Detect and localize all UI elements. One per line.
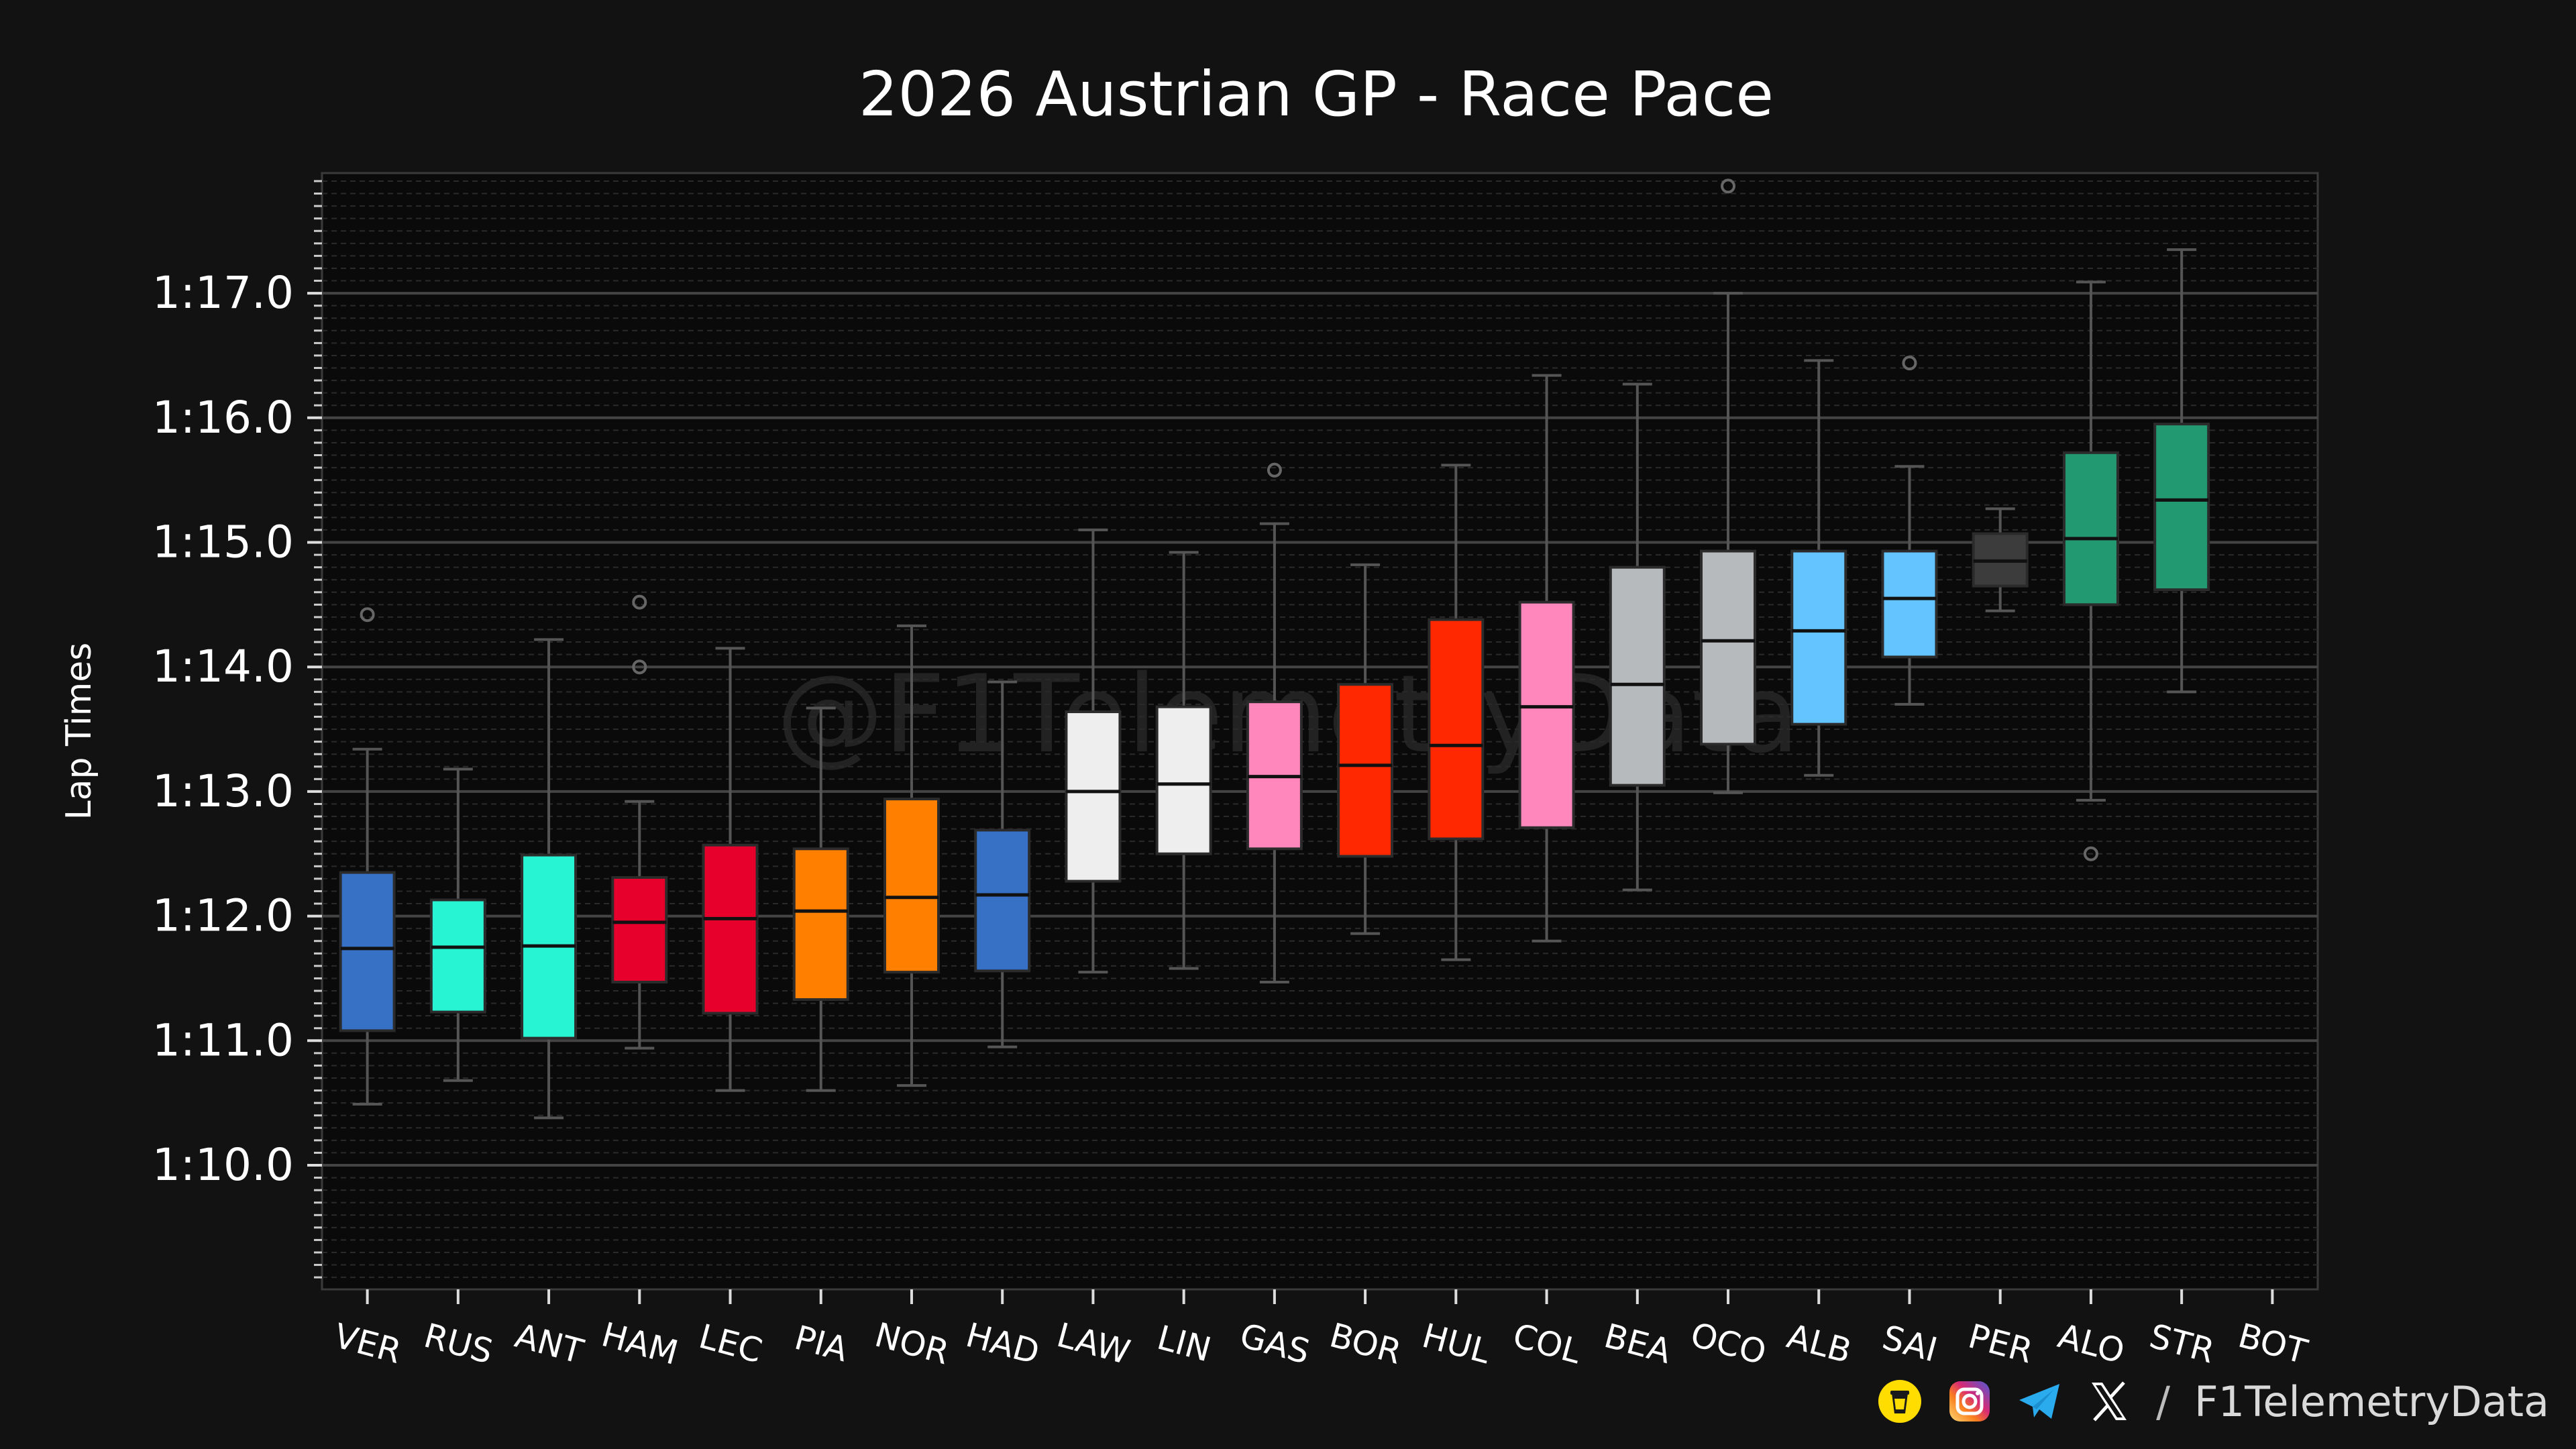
box-sai (1881, 356, 1938, 706)
y-axis-ticks: 1:10.0 1:11.0 1:12.0 1:13.0 1:14.0 1:15.0 1:16… (152, 180, 322, 1279)
iqr-box (974, 828, 1031, 973)
iqr-box (1337, 683, 1394, 858)
box-rus (429, 767, 486, 1082)
outlier (1267, 462, 1282, 478)
iqr-box (2062, 451, 2119, 606)
box-bor (1337, 563, 1394, 935)
social-footer: / F1TelemetryData (1877, 1371, 2549, 1432)
box-ant (521, 638, 578, 1120)
y-tick-label: 1:10.0 (152, 1139, 294, 1191)
iqr-box (883, 798, 940, 974)
y-tick-label: 1:17.0 (152, 267, 294, 319)
iqr-box (339, 871, 396, 1032)
box-oco (1700, 178, 1757, 794)
box-hul (1428, 464, 1485, 961)
box-alb (1790, 359, 1847, 777)
iqr-box (1700, 549, 1757, 746)
box-per (1972, 507, 2029, 612)
telegram-icon[interactable] (2017, 1379, 2062, 1424)
box-alo (2062, 280, 2119, 861)
y-tick-label: 1:15.0 (152, 517, 294, 568)
outlier (2083, 846, 2098, 861)
instagram-icon[interactable] (1947, 1379, 1992, 1424)
box-lin (1155, 551, 1212, 970)
footer-separator: / (2156, 1377, 2170, 1426)
iqr-box (792, 847, 849, 1002)
box-lec (702, 647, 759, 1092)
iqr-box (1518, 600, 1575, 829)
iqr-box (1065, 710, 1122, 883)
box-str (2153, 248, 2210, 694)
iqr-box (1155, 705, 1212, 855)
y-tick-label: 1:16.0 (152, 392, 294, 443)
box-plots (339, 178, 2210, 1120)
iqr-box (429, 898, 486, 1014)
iqr-box (611, 876, 668, 984)
box-had (974, 680, 1031, 1049)
iqr-box (1428, 618, 1485, 841)
box-ham (611, 594, 668, 1050)
iqr-box (1881, 549, 1938, 659)
box-nor (883, 624, 940, 1087)
x-icon[interactable] (2086, 1379, 2132, 1424)
box-gas (1246, 462, 1303, 984)
box-col (1518, 374, 1575, 943)
iqr-box (1790, 549, 1847, 726)
y-tick-label: 1:12.0 (152, 890, 294, 942)
buymeacoffee-icon[interactable] (1877, 1379, 1923, 1424)
y-tick-label: 1:13.0 (152, 765, 294, 817)
y-axis-label: Lap Times (59, 643, 99, 820)
box-bea (1609, 382, 1666, 892)
minor-gridlines (322, 180, 2318, 1279)
chart-title: 2026 Austrian GP - Race Pace (859, 58, 1774, 130)
box-pia (792, 706, 849, 1092)
iqr-box (1609, 566, 1666, 787)
iqr-box (702, 843, 759, 1015)
iqr-box (2153, 423, 2210, 592)
y-tick-label: 1:14.0 (152, 641, 294, 692)
box-ver (339, 607, 396, 1106)
outlier (360, 607, 375, 623)
outlier (1721, 178, 1736, 194)
footer-handle[interactable]: F1TelemetryData (2194, 1377, 2549, 1426)
outlier (632, 659, 647, 675)
y-tick-label: 1:11.0 (152, 1014, 294, 1066)
outlier (632, 594, 647, 610)
box-law (1065, 528, 1122, 974)
outlier (1902, 356, 1917, 371)
